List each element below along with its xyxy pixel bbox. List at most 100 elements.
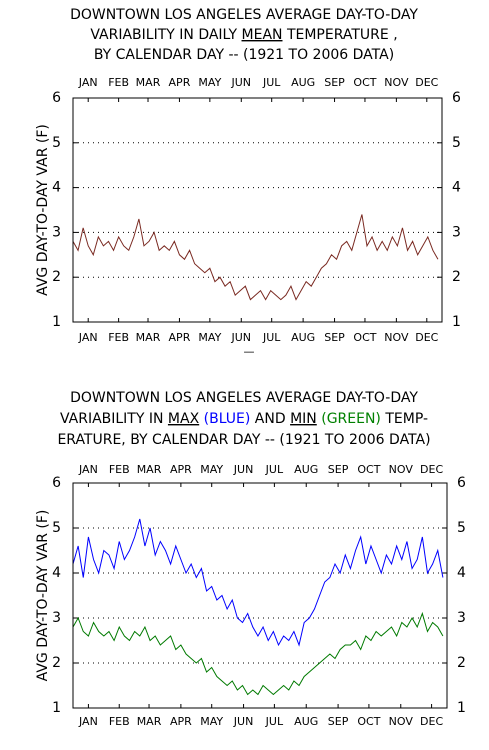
- x-tick-label: OCT: [353, 331, 376, 344]
- x-tick-label: AUG: [294, 715, 318, 728]
- y2-tick-label: 5: [452, 135, 461, 151]
- chart-title: DOWNTOWN LOS ANGELES AVERAGE DAY-TO-DAY: [70, 390, 418, 406]
- x-tick-label: NOV: [389, 463, 414, 476]
- chart-title: ERATURE, BY CALENDAR DAY -- (1921 TO 200…: [57, 432, 430, 448]
- x-tick-label: JUL: [265, 463, 284, 476]
- x-tick-label: APR: [169, 76, 191, 89]
- y2-tick-label: 4: [452, 180, 461, 196]
- x-tick-label: JAN: [78, 463, 98, 476]
- y-tick-label: 4: [52, 565, 61, 581]
- title-part: TEMP-: [381, 411, 428, 427]
- x-tick-label: DEC: [420, 715, 443, 728]
- x-tick-label: DEC: [415, 76, 438, 89]
- y-tick-label: 3: [52, 224, 61, 240]
- title-part: BY CALENDAR DAY -- (1921 TO 2006 DATA): [94, 47, 394, 63]
- x-tick-label: APR: [169, 331, 191, 344]
- title-part: AND: [250, 411, 290, 427]
- data-line: [72, 518, 444, 647]
- y-tick-label: 6: [52, 475, 61, 491]
- title-part: (BLUE): [199, 411, 250, 427]
- x-tick-label: MAY: [198, 331, 221, 344]
- x-tick-label: FEB: [109, 463, 130, 476]
- y-tick-label: 6: [52, 90, 61, 106]
- title-part: MEAN: [242, 27, 283, 43]
- x-tick-label: JAN: [78, 331, 98, 344]
- separator: —: [244, 345, 255, 358]
- x-tick-label: DEC: [420, 463, 443, 476]
- y-tick-label: 2: [52, 655, 61, 671]
- title-part: MIN: [290, 411, 317, 427]
- x-tick-label: NOV: [384, 331, 409, 344]
- y2-tick-label: 2: [452, 269, 461, 285]
- x-tick-label: APR: [170, 715, 192, 728]
- x-tick-label: JAN: [78, 715, 98, 728]
- x-tick-label: MAR: [136, 331, 161, 344]
- x-tick-label: JUL: [265, 715, 284, 728]
- y2-tick-label: 2: [457, 655, 466, 671]
- x-tick-label: MAY: [198, 76, 221, 89]
- x-tick-label: FEB: [108, 76, 129, 89]
- x-tick-label: SEP: [324, 76, 345, 89]
- title-part: VARIABILITY IN DAILY: [90, 27, 241, 43]
- y2-tick-label: 6: [457, 475, 466, 491]
- x-tick-label: JAN: [78, 76, 98, 89]
- x-tick-label: JUN: [231, 331, 252, 344]
- x-tick-label: JUL: [262, 76, 281, 89]
- x-tick-label: OCT: [357, 715, 380, 728]
- y-tick-label: 3: [52, 610, 61, 626]
- x-tick-label: JUN: [233, 463, 254, 476]
- title-part: MAX: [168, 411, 200, 427]
- x-tick-label: MAR: [137, 463, 162, 476]
- title-part: (GREEN): [317, 411, 381, 427]
- y2-tick-label: 3: [452, 224, 461, 240]
- x-tick-label: AUG: [294, 463, 318, 476]
- title-part: ERATURE, BY CALENDAR DAY -- (1921 TO 200…: [57, 432, 430, 448]
- y-tick-label: 2: [52, 269, 61, 285]
- y-tick-label: 5: [52, 135, 61, 151]
- x-tick-label: MAY: [200, 715, 223, 728]
- x-tick-label: FEB: [109, 715, 130, 728]
- y-axis-label: AVG DAY-TO-DAY VAR (F): [35, 124, 51, 296]
- chart-title: BY CALENDAR DAY -- (1921 TO 2006 DATA): [94, 47, 394, 63]
- x-tick-label: MAR: [137, 715, 162, 728]
- title-part: DOWNTOWN LOS ANGELES AVERAGE DAY-TO-DAY: [70, 7, 418, 23]
- data-line: [72, 611, 444, 696]
- y2-tick-label: 4: [457, 565, 466, 581]
- title-part: DOWNTOWN LOS ANGELES AVERAGE DAY-TO-DAY: [70, 390, 418, 406]
- y2-tick-label: 3: [457, 610, 466, 626]
- y-tick-label: 4: [52, 180, 61, 196]
- y2-tick-label: 1: [457, 700, 466, 716]
- y-tick-label: 1: [52, 700, 61, 716]
- chart-title: DOWNTOWN LOS ANGELES AVERAGE DAY-TO-DAY: [70, 7, 418, 23]
- x-tick-label: JUN: [233, 715, 254, 728]
- x-tick-label: OCT: [357, 463, 380, 476]
- title-part: TEMPERATURE ,: [283, 27, 398, 43]
- x-tick-label: OCT: [353, 76, 376, 89]
- x-tick-label: NOV: [384, 76, 409, 89]
- y-axis-label: AVG DAY-TO-DAY VAR (F): [35, 510, 51, 682]
- x-tick-label: NOV: [389, 715, 414, 728]
- x-tick-label: SEP: [324, 331, 345, 344]
- x-tick-label: AUG: [291, 331, 315, 344]
- y2-tick-label: 5: [457, 520, 466, 536]
- chart-title: VARIABILITY IN DAILY MEAN TEMPERATURE ,: [90, 27, 397, 43]
- x-tick-label: FEB: [108, 331, 129, 344]
- x-tick-label: MAR: [136, 76, 161, 89]
- x-tick-label: SEP: [328, 463, 349, 476]
- data-line: [72, 214, 439, 301]
- x-tick-label: APR: [170, 463, 192, 476]
- x-tick-label: JUL: [262, 331, 281, 344]
- x-tick-label: JUN: [231, 76, 252, 89]
- plot-frame: [72, 97, 443, 323]
- x-tick-label: DEC: [415, 331, 438, 344]
- plot-frame: [72, 482, 448, 709]
- chart-title: VARIABILITY IN MAX (BLUE) AND MIN (GREEN…: [60, 411, 428, 427]
- y-tick-label: 1: [52, 314, 61, 330]
- y-tick-label: 5: [52, 520, 61, 536]
- y2-tick-label: 1: [452, 314, 461, 330]
- x-tick-label: SEP: [328, 715, 349, 728]
- title-part: VARIABILITY IN: [60, 411, 168, 427]
- x-tick-label: AUG: [291, 76, 315, 89]
